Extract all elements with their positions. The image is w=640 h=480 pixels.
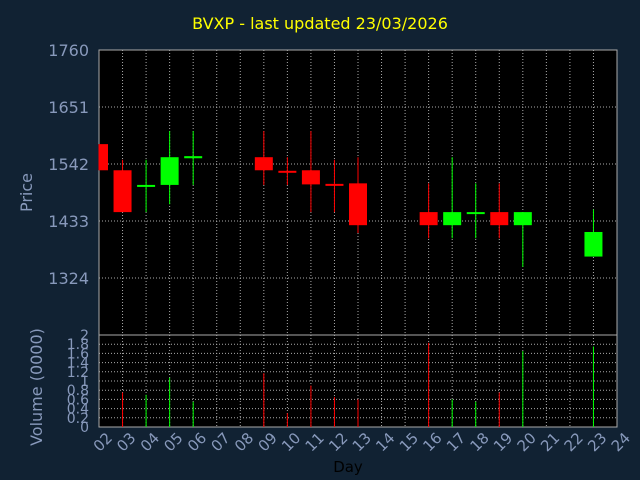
candle-body xyxy=(349,183,367,226)
x-tick-label: 15 xyxy=(396,429,422,455)
volume-tick-label: 0.4 xyxy=(67,402,89,418)
x-tick-label: 14 xyxy=(372,429,398,455)
candle-body xyxy=(584,231,603,257)
candle-body xyxy=(325,183,344,186)
candle-body xyxy=(113,170,132,213)
volume-tick-label: 1.4 xyxy=(67,356,89,372)
price-tick-label: 1542 xyxy=(48,155,89,174)
candle-body xyxy=(184,156,203,159)
volume-tick-label: 1.6 xyxy=(67,346,89,362)
x-tick-label: 17 xyxy=(443,429,469,455)
x-tick-label: 16 xyxy=(419,429,445,455)
volume-axis-label: Volume (0000) xyxy=(27,328,46,446)
candle-body xyxy=(419,212,438,226)
candle-body xyxy=(278,170,297,173)
x-tick-label: 20 xyxy=(514,429,540,455)
candle-body xyxy=(137,184,156,187)
x-tick-label: 13 xyxy=(349,429,375,455)
x-tick-label: 21 xyxy=(537,429,563,455)
x-tick-label: 18 xyxy=(466,429,492,455)
candle-body xyxy=(99,144,108,171)
price-tick-label: 1651 xyxy=(48,98,89,117)
x-tick-label: 06 xyxy=(184,429,210,455)
candle-body xyxy=(301,170,320,185)
x-axis-label: Day xyxy=(333,458,363,476)
x-tick-label: 08 xyxy=(231,429,257,455)
volume-tick-label: 2 xyxy=(80,328,89,344)
x-tick-label: 22 xyxy=(561,429,587,455)
volume-tick-label: 0.2 xyxy=(67,411,89,427)
volume-tick-label: 1.8 xyxy=(67,337,89,353)
x-tick-label: 04 xyxy=(137,429,163,455)
chart-title: BVXP - last updated 23/03/2026 xyxy=(192,14,448,33)
x-tick-label: 23 xyxy=(584,429,610,455)
x-tick-label: 05 xyxy=(160,429,186,455)
volume-tick-label: 1 xyxy=(80,374,89,390)
volume-tick-label: 1.2 xyxy=(67,365,89,381)
price-tick-label: 1324 xyxy=(48,269,89,288)
volume-tick-label: 0 xyxy=(80,420,89,436)
x-tick-label: 03 xyxy=(113,429,139,455)
x-tick-label: 11 xyxy=(302,429,328,455)
volume-tick-label: 0.6 xyxy=(67,392,89,408)
candle-body xyxy=(254,157,273,171)
candle-body xyxy=(466,212,485,215)
x-tick-label: 02 xyxy=(90,429,116,455)
candle-body xyxy=(513,212,532,226)
candle-body xyxy=(490,212,509,226)
x-tick-label: 24 xyxy=(608,429,634,455)
volume-tick-label: 0.8 xyxy=(67,383,89,399)
x-tick-label: 09 xyxy=(255,429,281,455)
x-tick-label: 19 xyxy=(490,429,516,455)
candle-body xyxy=(443,212,462,226)
x-tick-label: 10 xyxy=(278,429,304,455)
price-axis-label: Price xyxy=(17,173,36,212)
price-tick-label: 1433 xyxy=(48,212,89,231)
x-tick-label: 07 xyxy=(207,429,233,455)
price-tick-label: 1760 xyxy=(48,41,89,60)
candle-body xyxy=(160,157,179,185)
x-tick-label: 12 xyxy=(325,429,351,455)
